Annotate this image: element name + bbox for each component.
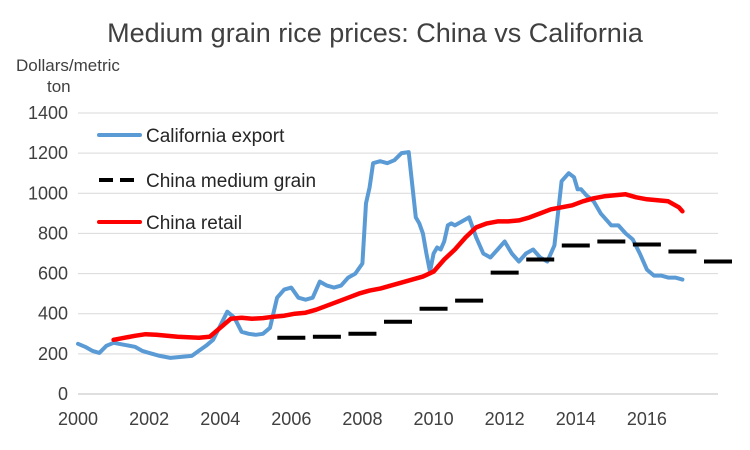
y-axis-label-line2: ton (47, 77, 71, 96)
plot-area (76, 150, 732, 360)
legend-item-china-retail: China retail (97, 213, 242, 234)
legend-item-california-export: California export (97, 126, 285, 147)
y-tick-label-1200: 1200 (28, 143, 68, 163)
y-tick-label-1000: 1000 (28, 183, 68, 203)
legend-item-china-medium-grain: China medium grain (99, 171, 316, 192)
y-axis-ticks: 0 200 400 600 800 1000 1200 1400 (28, 103, 68, 404)
y-axis-label-line1: Dollars/metric (16, 56, 120, 75)
x-tick-label-2006: 2006 (271, 409, 311, 429)
y-tick-label-1400: 1400 (28, 103, 68, 123)
chart-title: Medium grain rice prices: China vs Calif… (107, 18, 644, 48)
legend-label-china-medium-grain: China medium grain (146, 171, 316, 192)
legend-label-china-retail: China retail (146, 213, 242, 234)
california-export-line (76, 150, 685, 360)
x-tick-label-2000: 2000 (58, 409, 98, 429)
x-tick-label-2008: 2008 (342, 409, 382, 429)
x-tick-label-2004: 2004 (200, 409, 240, 429)
legend: California export China medium grain China… (97, 126, 316, 234)
y-tick-label-400: 400 (38, 304, 68, 324)
y-tick-label-600: 600 (38, 264, 68, 284)
y-tick-label-200: 200 (38, 344, 68, 364)
x-tick-label-2002: 2002 (129, 409, 169, 429)
x-tick-label-2016: 2016 (627, 409, 667, 429)
gridlines (78, 112, 718, 355)
x-tick-label-2014: 2014 (556, 409, 596, 429)
china-retail-line (111, 192, 685, 343)
x-tick-label-2012: 2012 (485, 409, 525, 429)
x-tick-label-2010: 2010 (414, 409, 454, 429)
y-tick-label-0: 0 (58, 384, 68, 404)
legend-label-california-export: California export (146, 126, 285, 147)
y-tick-label-800: 800 (38, 223, 68, 243)
x-axis-ticks: 2000 2002 2004 2006 2008 2010 2012 2014 2016 (58, 409, 667, 429)
